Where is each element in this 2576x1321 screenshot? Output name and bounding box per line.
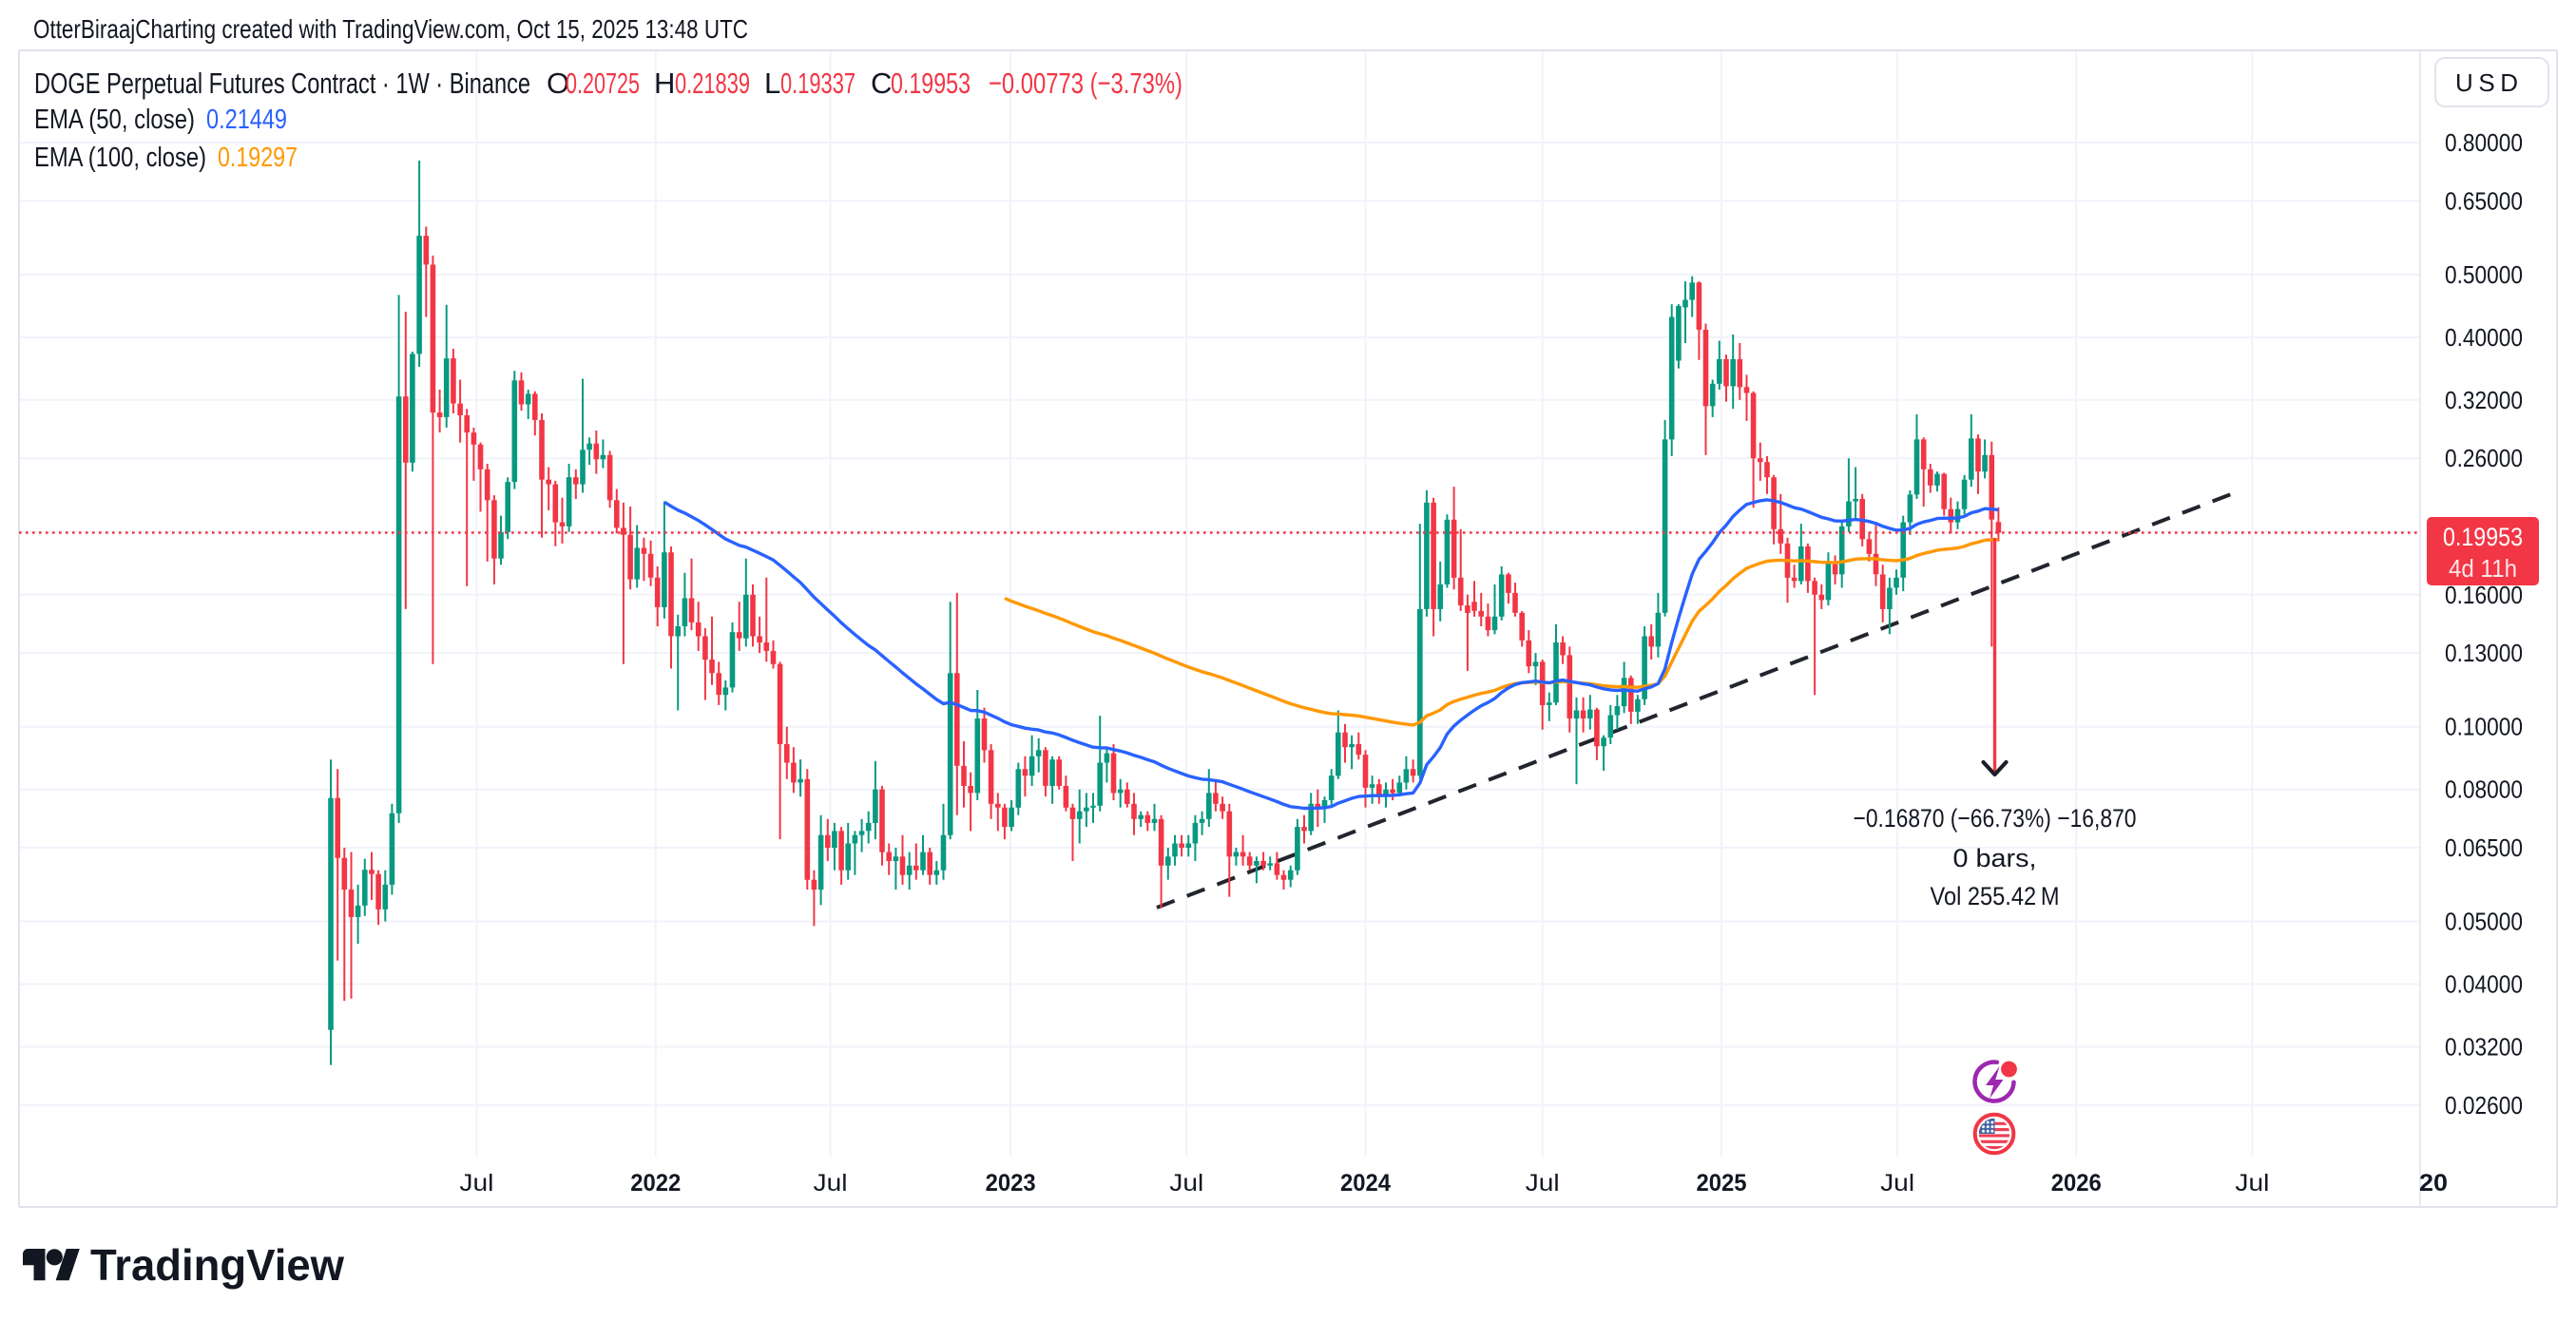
svg-text:0.19337: 0.19337 bbox=[780, 67, 855, 100]
svg-text:0.19953: 0.19953 bbox=[2443, 523, 2523, 551]
svg-text:0.80000: 0.80000 bbox=[2445, 128, 2523, 157]
svg-text:0.19297: 0.19297 bbox=[218, 143, 298, 173]
svg-text:Vol 255.42 M: Vol 255.42 M bbox=[1931, 882, 2060, 910]
svg-text:0.32000: 0.32000 bbox=[2445, 386, 2523, 414]
svg-text:Jul: Jul bbox=[2235, 1170, 2269, 1197]
svg-text:0 bars,: 0 bars, bbox=[1953, 844, 2037, 872]
svg-text:C: C bbox=[871, 67, 892, 100]
svg-text:20: 20 bbox=[2419, 1170, 2448, 1197]
svg-text:2023: 2023 bbox=[986, 1170, 1036, 1197]
svg-text:O: O bbox=[547, 67, 569, 100]
svg-text:Jul: Jul bbox=[1526, 1170, 1560, 1197]
svg-text:L: L bbox=[764, 67, 780, 100]
svg-text:TradingView: TradingView bbox=[90, 1240, 344, 1290]
svg-text:Jul: Jul bbox=[459, 1170, 493, 1197]
svg-text:0.03200: 0.03200 bbox=[2445, 1033, 2523, 1062]
svg-text:0.08000: 0.08000 bbox=[2445, 775, 2523, 804]
svg-text:0.20725: 0.20725 bbox=[566, 67, 640, 100]
svg-text:0.21449: 0.21449 bbox=[206, 105, 287, 135]
svg-text:0.13000: 0.13000 bbox=[2445, 639, 2523, 667]
svg-text:EMA (50, close): EMA (50, close) bbox=[34, 105, 195, 135]
svg-text:0.19953: 0.19953 bbox=[891, 67, 971, 100]
svg-text:OtterBiraajCharting created wi: OtterBiraajCharting created with Trading… bbox=[33, 14, 748, 44]
svg-text:Jul: Jul bbox=[1880, 1170, 1914, 1197]
svg-text:0.04000: 0.04000 bbox=[2445, 970, 2523, 999]
svg-text:0.40000: 0.40000 bbox=[2445, 323, 2523, 352]
svg-text:2024: 2024 bbox=[1340, 1170, 1391, 1197]
svg-text:H: H bbox=[654, 67, 675, 100]
svg-text:0.05000: 0.05000 bbox=[2445, 908, 2523, 936]
svg-text:2022: 2022 bbox=[630, 1170, 681, 1197]
svg-text:0.26000: 0.26000 bbox=[2445, 444, 2523, 472]
svg-text:0.50000: 0.50000 bbox=[2445, 260, 2523, 289]
svg-text:0.10000: 0.10000 bbox=[2445, 713, 2523, 741]
svg-text:−0.00773 (−3.73%): −0.00773 (−3.73%) bbox=[989, 67, 1182, 100]
svg-text:4d 11h: 4d 11h bbox=[2449, 554, 2517, 583]
svg-text:2026: 2026 bbox=[2051, 1170, 2102, 1197]
svg-text:EMA (100, close): EMA (100, close) bbox=[34, 143, 206, 173]
svg-text:−0.16870 (−66.73%) −16,870: −0.16870 (−66.73%) −16,870 bbox=[1854, 804, 2137, 833]
svg-text:Jul: Jul bbox=[1169, 1170, 1203, 1197]
svg-text:0.06500: 0.06500 bbox=[2445, 833, 2523, 862]
svg-text:0.02600: 0.02600 bbox=[2445, 1091, 2523, 1120]
svg-text:2025: 2025 bbox=[1697, 1170, 1747, 1197]
svg-text:DOGE Perpetual Futures Contrac: DOGE Perpetual Futures Contract · 1W · B… bbox=[34, 67, 530, 100]
svg-text:USD: USD bbox=[2455, 68, 2518, 97]
svg-text:0.65000: 0.65000 bbox=[2445, 186, 2523, 215]
svg-text:Jul: Jul bbox=[814, 1170, 848, 1197]
svg-text:0.21839: 0.21839 bbox=[675, 67, 750, 100]
